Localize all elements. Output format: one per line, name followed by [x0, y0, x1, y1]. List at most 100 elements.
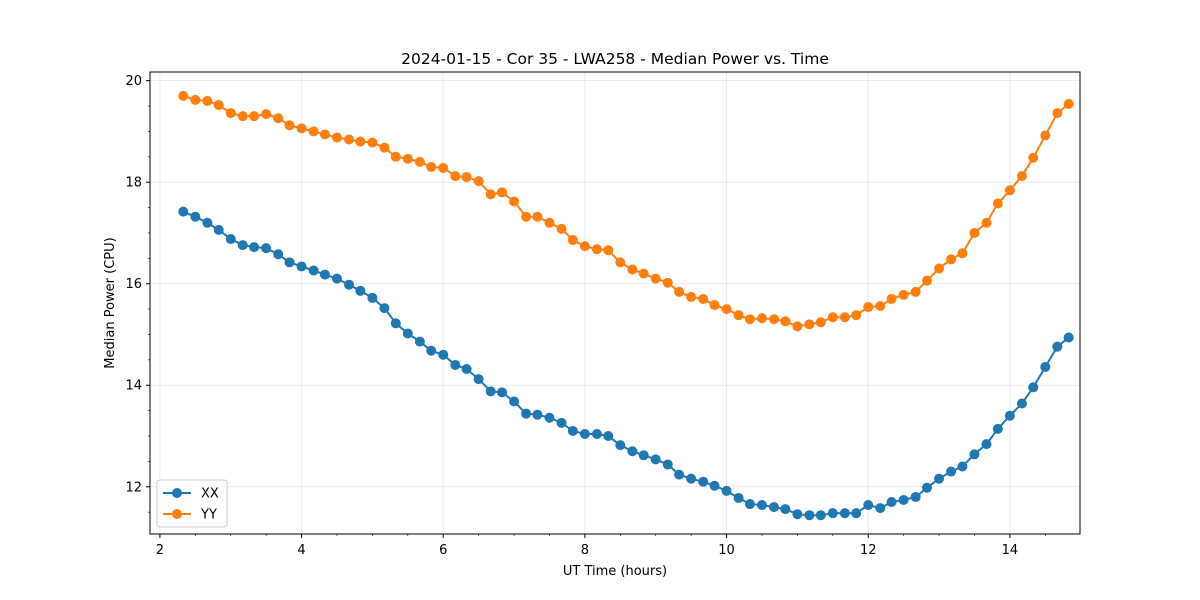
- data-point-xx: [615, 440, 626, 451]
- data-point-yy: [686, 291, 697, 302]
- data-point-yy: [556, 223, 567, 234]
- data-point-xx: [390, 318, 401, 329]
- data-point-xx: [249, 242, 260, 253]
- data-point-xx: [969, 449, 980, 460]
- data-point-yy: [178, 90, 189, 101]
- data-point-yy: [355, 136, 366, 147]
- legend-marker-yy: [172, 509, 182, 519]
- y-tick-label: 18: [125, 176, 142, 191]
- data-point-xx: [1004, 410, 1015, 421]
- data-point-yy: [331, 132, 342, 143]
- legend-marker-xx: [172, 488, 182, 498]
- data-point-xx: [591, 428, 602, 439]
- data-point-yy: [402, 153, 413, 164]
- data-point-xx: [981, 439, 992, 450]
- data-point-xx: [450, 359, 461, 370]
- data-point-xx: [946, 466, 957, 477]
- legend: XX YY: [156, 479, 228, 528]
- data-point-yy: [438, 162, 449, 173]
- data-point-xx: [485, 386, 496, 397]
- data-point-yy: [473, 176, 484, 187]
- data-point-xx: [698, 476, 709, 487]
- data-point-xx: [1040, 361, 1051, 372]
- data-point-xx: [273, 249, 284, 260]
- y-tick-label: 12: [125, 480, 142, 495]
- data-point-yy: [461, 172, 472, 183]
- data-point-yy: [202, 95, 213, 106]
- data-point-yy: [969, 227, 980, 238]
- data-point-yy: [273, 113, 284, 124]
- data-point-xx: [886, 497, 897, 508]
- data-point-yy: [898, 289, 909, 300]
- data-point-yy: [1063, 98, 1074, 109]
- data-point-xx: [473, 374, 484, 385]
- data-point-xx: [202, 217, 213, 228]
- data-point-yy: [579, 241, 590, 252]
- data-point-xx: [815, 510, 826, 521]
- data-point-xx: [438, 349, 449, 360]
- data-point-xx: [934, 473, 945, 484]
- data-point-xx: [532, 409, 543, 420]
- series-line-xx: [182, 210, 1070, 517]
- data-point-yy: [769, 314, 780, 325]
- x-tick-label: 8: [581, 543, 589, 558]
- data-point-yy: [886, 293, 897, 304]
- plot-frame: [149, 71, 1081, 535]
- data-point-yy: [1052, 108, 1063, 119]
- data-point-yy: [367, 137, 378, 148]
- data-point-yy: [284, 120, 295, 131]
- data-point-xx: [579, 428, 590, 439]
- data-point-xx: [461, 364, 472, 374]
- y-axis-label: Median Power (CPU): [103, 237, 118, 368]
- y-tick-label: 20: [125, 74, 142, 89]
- data-point-xx: [567, 425, 578, 436]
- data-point-xx: [863, 500, 874, 511]
- legend-label-xx: XX: [201, 487, 219, 502]
- data-point-yy: [190, 94, 201, 105]
- data-point-xx: [780, 504, 791, 515]
- data-point-yy: [851, 310, 862, 321]
- data-point-yy: [627, 264, 638, 275]
- y-tick-label: 14: [125, 379, 142, 394]
- data-point-xx: [402, 328, 413, 339]
- data-point-xx: [638, 450, 649, 461]
- data-point-yy: [1004, 185, 1015, 196]
- data-point-yy: [225, 108, 236, 119]
- data-point-yy: [792, 321, 803, 332]
- x-tick-label: 14: [1002, 543, 1019, 558]
- data-point-xx: [308, 265, 319, 276]
- data-point-yy: [615, 257, 626, 268]
- data-point-xx: [261, 243, 272, 254]
- data-point-xx: [1016, 398, 1027, 409]
- data-point-xx: [1028, 382, 1039, 393]
- data-point-xx: [521, 408, 532, 419]
- data-point-yy: [426, 161, 437, 172]
- data-point-yy: [922, 275, 933, 286]
- data-point-xx: [1063, 332, 1074, 343]
- data-point-yy: [450, 171, 461, 182]
- series-layer: [178, 90, 1074, 521]
- data-point-xx: [827, 508, 838, 519]
- data-point-yy: [261, 109, 272, 120]
- x-tick-label: 2: [156, 543, 164, 558]
- data-point-yy: [296, 123, 307, 134]
- series-line-yy: [182, 94, 1070, 328]
- data-point-yy: [1016, 171, 1027, 182]
- data-point-xx: [213, 224, 224, 235]
- y-tick-label: 16: [125, 277, 142, 292]
- x-tick-label: 6: [439, 543, 447, 558]
- data-point-xx: [851, 508, 862, 519]
- data-point-xx: [544, 412, 555, 423]
- data-point-yy: [957, 248, 968, 259]
- data-point-xx: [225, 234, 236, 245]
- data-point-xx: [875, 503, 886, 514]
- data-point-yy: [532, 211, 543, 222]
- data-point-xx: [756, 500, 767, 511]
- data-point-yy: [390, 151, 401, 162]
- data-point-yy: [839, 312, 850, 323]
- data-point-xx: [922, 482, 933, 493]
- data-point-yy: [344, 134, 355, 145]
- data-point-xx: [284, 257, 295, 268]
- data-point-xx: [331, 273, 342, 284]
